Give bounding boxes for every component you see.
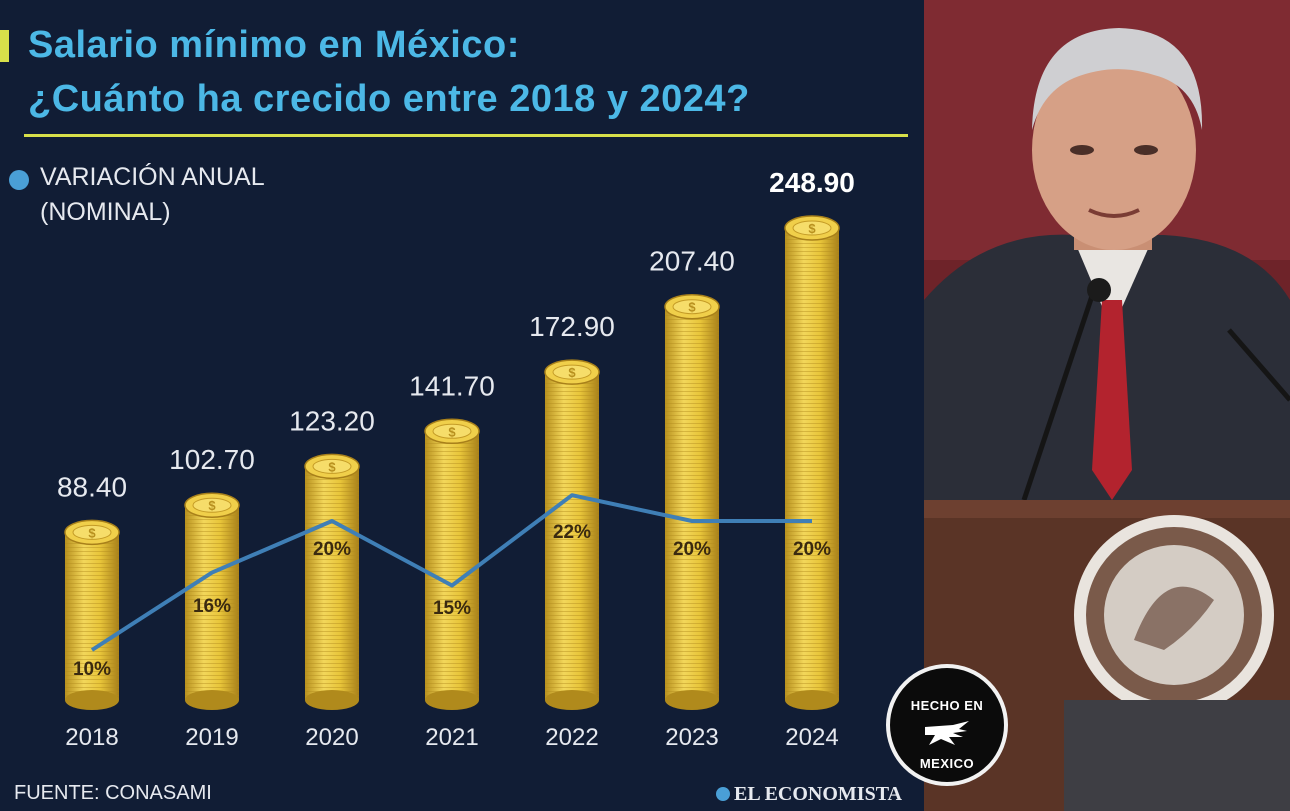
dollar-icon: $ xyxy=(448,424,456,439)
bar-value-label: 172.90 xyxy=(529,311,615,342)
dollar-icon: $ xyxy=(88,525,96,540)
coin-stack-bar-2021: $ xyxy=(424,418,480,710)
publisher-logo: EL ECONOMISTA xyxy=(716,783,902,806)
chart-title: Salario mínimo en México: xyxy=(28,24,520,66)
speaker-illustration xyxy=(924,0,1290,811)
variation-label: 20% xyxy=(793,539,831,560)
x-tick-label: 2023 xyxy=(665,724,718,751)
dollar-icon: $ xyxy=(808,221,816,236)
coin-stack-bar-2018: $ xyxy=(64,519,120,710)
coin-stack-bar-2020: $ xyxy=(304,453,360,710)
x-tick-label: 2021 xyxy=(425,724,478,751)
bar-value-label: 141.70 xyxy=(409,370,495,401)
variation-line xyxy=(90,493,812,652)
variation-label: 20% xyxy=(313,539,351,560)
variation-label: 20% xyxy=(673,539,711,560)
speaker-photo xyxy=(924,0,1290,811)
x-tick-label: 2024 xyxy=(785,724,838,751)
x-tick-label: 2022 xyxy=(545,724,598,751)
variation-label: 10% xyxy=(73,659,111,680)
variation-label: 15% xyxy=(433,598,471,619)
bar-value-label: 102.70 xyxy=(169,444,255,475)
dollar-icon: $ xyxy=(328,459,336,474)
legend-label-sub: (NOMINAL) xyxy=(40,198,171,226)
x-tick-label: 2018 xyxy=(65,724,118,751)
badge-bottom-text: MEXICO xyxy=(919,756,975,771)
coin-stack-bar-2023: $ xyxy=(664,293,720,710)
x-tick-label: 2020 xyxy=(305,724,358,751)
coin-stack-bar-2024: $ xyxy=(784,215,840,710)
variation-label: 22% xyxy=(553,522,591,543)
variation-label: 16% xyxy=(193,596,231,617)
dollar-icon: $ xyxy=(688,300,696,315)
title-divider xyxy=(24,134,908,137)
chart-subtitle: ¿Cuánto ha crecido entre 2018 y 2024? xyxy=(28,78,750,120)
bar-value-label: 88.40 xyxy=(57,471,127,502)
publisher-name: EL ECONOMISTA xyxy=(734,783,902,805)
title-accent-bar xyxy=(0,30,9,62)
badge-top-text: HECHO EN xyxy=(910,698,984,713)
chart-plot: $ $ $ $ $ $ $ 88.40 2018 102.70 2019 123.20 2020 141… xyxy=(57,167,855,751)
hecho-en-mexico-badge: HECHO EN MEXICO xyxy=(886,664,1008,786)
x-tick-label: 2019 xyxy=(185,724,238,751)
dollar-icon: $ xyxy=(208,498,216,513)
coin-stack-bar-2019: $ xyxy=(184,492,240,710)
bar-value-label: 248.90 xyxy=(769,167,855,198)
eagle-icon xyxy=(925,721,969,745)
bar-value-label: 123.20 xyxy=(289,405,375,436)
legend-label: VARIACIÓN ANUAL xyxy=(40,163,265,191)
legend-dot-icon xyxy=(9,170,29,190)
chart-panel: Salario mínimo en México: ¿Cuánto ha cre… xyxy=(0,24,908,806)
dollar-icon: $ xyxy=(568,365,576,380)
coin-stack-bar-2022: $ xyxy=(544,359,600,710)
publisher-icon xyxy=(716,787,730,801)
source-note: FUENTE: CONASAMI xyxy=(14,782,212,804)
bar-value-label: 207.40 xyxy=(649,246,735,277)
